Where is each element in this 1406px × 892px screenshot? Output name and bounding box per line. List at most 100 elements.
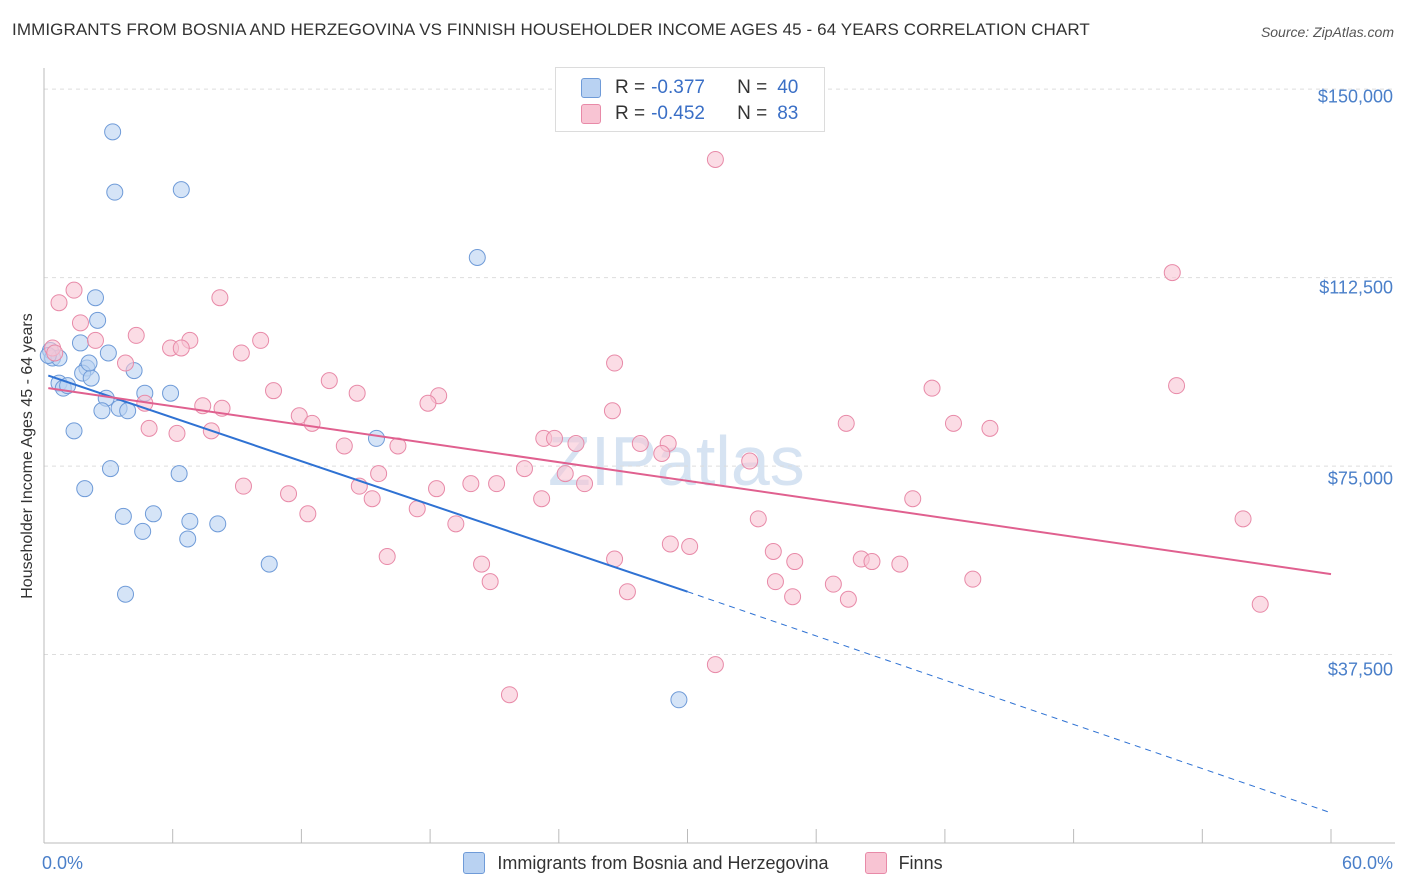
data-point-finns [211, 289, 229, 307]
data-point-finns [71, 314, 89, 332]
trend-line-extension-bosnia [687, 591, 1332, 814]
y-tick-label-150000: $150,000 [1317, 86, 1393, 107]
data-point-bosnia [181, 512, 199, 530]
data-point-finns [234, 477, 252, 495]
series-legend: Immigrants from Bosnia and Herzegovina F… [0, 852, 1406, 874]
data-point-bosnia [106, 183, 124, 201]
data-point-finns [86, 331, 104, 349]
legend-row-finns: R = -0.452 N = 83 [581, 101, 798, 127]
data-point-finns [749, 510, 767, 528]
data-point-finns [784, 588, 802, 606]
data-point-finns [1163, 264, 1181, 282]
x-tick-label-max: 60.0% [1341, 853, 1393, 873]
data-point-finns [280, 485, 298, 503]
data-point-bosnia [468, 248, 486, 266]
data-point-finns [348, 384, 366, 402]
data-point-bosnia [117, 585, 135, 603]
series-legend-item-finns[interactable]: Finns [864, 852, 943, 874]
data-point-finns [533, 490, 551, 508]
data-point-bosnia [134, 522, 152, 540]
data-point-bosnia [99, 344, 117, 362]
data-point-bosnia [76, 480, 94, 498]
data-point-finns [117, 354, 135, 372]
series-legend-label: Immigrants from Bosnia and Herzegovina [497, 852, 829, 873]
watermark-zip: ZIP [548, 422, 657, 500]
correlation-legend: R = -0.377 N = 40 R = -0.452 N = 83 [555, 67, 825, 132]
legend-r-label: R = [615, 77, 646, 98]
data-point-finns [576, 475, 594, 493]
data-point-finns [556, 465, 574, 483]
data-point-finns [706, 656, 724, 674]
data-point-bosnia [260, 555, 278, 573]
y-tick-label-75000: $75,000 [1327, 468, 1393, 489]
series-legend-label: Finns [898, 852, 943, 873]
data-point-finns [168, 424, 186, 442]
data-point-finns [127, 326, 145, 344]
data-point-finns [824, 575, 842, 593]
legend-n-value: 83 [777, 103, 799, 124]
data-point-finns [46, 344, 64, 362]
data-point-finns [473, 555, 491, 573]
data-point-bosnia [114, 507, 132, 525]
data-point-finns [265, 382, 283, 400]
x-tick-label-min: 0.0% [42, 853, 84, 873]
data-point-finns [370, 465, 388, 483]
data-point-finns [500, 686, 518, 704]
data-point-finns [706, 150, 724, 168]
data-point-bosnia [71, 334, 89, 352]
data-point-finns [891, 555, 909, 573]
data-point-bosnia [209, 515, 227, 533]
data-point-finns [786, 553, 804, 571]
series-legend-item-bosnia[interactable]: Immigrants from Bosnia and Herzegovina [463, 852, 829, 874]
data-point-finns [428, 480, 446, 498]
data-point-finns [303, 414, 321, 432]
data-point-bosnia [93, 402, 111, 420]
data-point-bosnia [65, 422, 83, 440]
data-point-finns [631, 434, 649, 452]
data-point-finns [488, 475, 506, 493]
data-point-finns [515, 460, 533, 478]
data-point-finns [981, 419, 999, 437]
trend-line-finns [48, 387, 1332, 576]
data-point-bosnia [179, 530, 197, 548]
data-point-finns [462, 475, 480, 493]
data-point-bosnia [170, 465, 188, 483]
data-point-finns [567, 434, 585, 452]
chart-title: IMMIGRANTS FROM BOSNIA AND HERZEGOVINA V… [12, 20, 1090, 39]
data-point-finns [378, 548, 396, 566]
data-point-bosnia [101, 460, 119, 478]
legend-n-label: N = [737, 77, 768, 98]
data-point-finns [839, 590, 857, 608]
data-point-finns [232, 344, 250, 362]
watermark: ZIPatlas [548, 400, 805, 507]
legend-row-bosnia: R = -0.377 N = 40 [581, 75, 798, 101]
legend-n-label: N = [737, 103, 768, 124]
legend-swatch-finns [581, 104, 601, 124]
data-point-finns [140, 419, 158, 437]
data-point-bosnia [172, 181, 190, 199]
data-point-finns [419, 394, 437, 412]
data-point-finns [603, 402, 621, 420]
data-point-finns [923, 379, 941, 397]
data-point-finns [335, 437, 353, 455]
data-point-finns [1251, 595, 1269, 613]
data-point-bosnia [670, 691, 688, 709]
data-point-bosnia [89, 311, 107, 329]
legend-r-label: R = [615, 103, 646, 124]
data-point-finns [320, 372, 338, 390]
data-point-finns [863, 553, 881, 571]
data-point-finns [1234, 510, 1252, 528]
y-axis-label: Householder Income Ages 45 - 64 years [19, 313, 36, 599]
data-point-finns [481, 573, 499, 591]
data-point-finns [764, 543, 782, 561]
data-point-finns [618, 583, 636, 601]
data-point-finns [766, 573, 784, 591]
data-point-finns [1168, 377, 1186, 395]
data-point-finns [661, 535, 679, 553]
data-point-bosnia [80, 354, 98, 372]
data-point-finns [363, 490, 381, 508]
legend-swatch-bosnia [581, 78, 601, 98]
data-point-finns [741, 452, 759, 470]
legend-r-value: -0.377 [651, 77, 705, 98]
